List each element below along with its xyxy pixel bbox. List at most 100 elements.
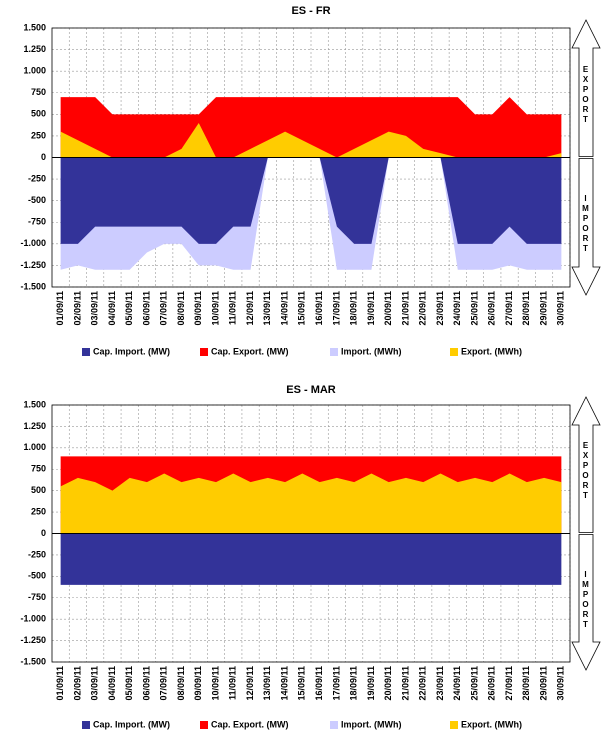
- x-tick-label: 10/09/11: [210, 291, 220, 326]
- y-tick-label: -1.000: [20, 614, 46, 624]
- x-tick-label: 27/09/11: [504, 291, 514, 326]
- y-tick-label: -250: [28, 549, 46, 559]
- legend-label: Cap. Export. (MW): [211, 346, 289, 356]
- y-tick-label: 1.250: [23, 44, 46, 54]
- x-tick-label: 30/09/11: [556, 291, 566, 326]
- x-tick-label: 13/09/11: [262, 291, 272, 326]
- x-tick-label: 01/09/11: [55, 291, 65, 326]
- legend-swatch: [82, 348, 90, 356]
- legend-label: Export. (MWh): [461, 346, 522, 356]
- x-tick-label: 07/09/11: [159, 666, 169, 701]
- legend-swatch: [330, 721, 338, 729]
- area: [60, 157, 562, 244]
- x-tick-label: 06/09/11: [141, 291, 151, 326]
- y-tick-label: -1.500: [20, 656, 46, 666]
- x-tick-label: 17/09/11: [331, 666, 341, 701]
- x-tick-label: 03/09/11: [90, 291, 100, 326]
- x-tick-label: 05/09/11: [124, 666, 134, 701]
- import-arrow: [571, 158, 601, 296]
- x-tick-label: 07/09/11: [159, 291, 169, 326]
- y-tick-label: 1.500: [23, 22, 46, 32]
- x-tick-label: 11/09/11: [228, 291, 238, 325]
- legend-swatch: [82, 721, 90, 729]
- x-tick-label: 19/09/11: [366, 291, 376, 326]
- legend-label: Cap. Export. (MW): [211, 719, 289, 729]
- x-tick-label: 03/09/11: [90, 666, 100, 701]
- chart-title: ES - MAR: [286, 384, 336, 396]
- x-tick-label: 19/09/11: [366, 666, 376, 701]
- legend-swatch: [330, 348, 338, 356]
- x-tick-label: 18/09/11: [349, 291, 359, 326]
- y-tick-label: -500: [28, 571, 46, 581]
- x-tick-label: 06/09/11: [141, 666, 151, 701]
- y-tick-label: 250: [31, 506, 46, 516]
- x-tick-label: 29/09/11: [538, 666, 548, 701]
- x-tick-label: 10/09/11: [210, 666, 220, 701]
- x-tick-label: 21/09/11: [400, 291, 410, 326]
- x-tick-label: 25/09/11: [469, 291, 479, 326]
- x-tick-label: 26/09/11: [487, 291, 497, 326]
- y-tick-label: -750: [28, 592, 46, 602]
- x-tick-label: 23/09/11: [435, 666, 445, 701]
- x-tick-label: 04/09/11: [107, 666, 117, 701]
- x-tick-label: 23/09/11: [435, 291, 445, 326]
- x-tick-label: 14/09/11: [279, 291, 289, 326]
- x-tick-label: 12/09/11: [245, 291, 255, 326]
- x-tick-label: 08/09/11: [176, 666, 186, 701]
- x-tick-label: 30/09/11: [556, 666, 566, 701]
- export-arrow: [571, 19, 601, 157]
- x-tick-label: 09/09/11: [193, 291, 203, 326]
- x-tick-label: 25/09/11: [469, 666, 479, 701]
- x-tick-label: 18/09/11: [349, 666, 359, 701]
- chart-title: ES - FR: [291, 5, 330, 17]
- x-tick-label: 22/09/11: [418, 291, 428, 326]
- legend-label: Import. (MWh): [341, 346, 401, 356]
- legend-swatch: [200, 348, 208, 356]
- x-tick-label: 01/09/11: [55, 666, 65, 701]
- y-tick-label: -1.250: [20, 260, 46, 270]
- area: [60, 97, 562, 158]
- y-tick-label: -1.000: [20, 238, 46, 248]
- y-tick-label: 1.000: [23, 66, 46, 76]
- legend-label: Cap. Import. (MW): [93, 346, 170, 356]
- x-tick-label: 13/09/11: [262, 666, 272, 701]
- area: [60, 533, 562, 585]
- x-tick-label: 16/09/11: [314, 666, 324, 701]
- x-tick-label: 15/09/11: [297, 291, 307, 326]
- x-tick-label: 12/09/11: [245, 666, 255, 701]
- x-tick-label: 20/09/11: [383, 291, 393, 326]
- x-tick-label: 04/09/11: [107, 291, 117, 326]
- x-tick-label: 26/09/11: [487, 666, 497, 701]
- x-tick-label: 17/09/11: [331, 291, 341, 326]
- legend-swatch: [450, 348, 458, 356]
- y-tick-label: 1.250: [23, 421, 46, 431]
- x-tick-label: 22/09/11: [418, 666, 428, 701]
- x-tick-label: 14/09/11: [279, 666, 289, 701]
- x-tick-label: 24/09/11: [452, 291, 462, 326]
- y-tick-label: -750: [28, 217, 46, 227]
- y-tick-label: -250: [28, 173, 46, 183]
- y-tick-label: 0: [41, 528, 46, 538]
- x-tick-label: 11/09/11: [228, 666, 238, 700]
- legend-label: Cap. Import. (MW): [93, 719, 170, 729]
- x-tick-label: 02/09/11: [72, 291, 82, 326]
- y-tick-label: 500: [31, 109, 46, 119]
- y-tick-label: 250: [31, 130, 46, 140]
- legend-label: Export. (MWh): [461, 719, 522, 729]
- x-tick-label: 28/09/11: [521, 291, 531, 326]
- legend-swatch: [200, 721, 208, 729]
- area: [60, 122, 562, 158]
- legend-swatch: [450, 721, 458, 729]
- x-tick-label: 09/09/11: [193, 666, 203, 701]
- y-tick-label: 500: [31, 485, 46, 495]
- import-arrow: [571, 534, 601, 671]
- side-label: EXPORT: [581, 64, 590, 125]
- side-label: IMPORT: [581, 194, 590, 255]
- x-tick-label: 28/09/11: [521, 666, 531, 701]
- y-tick-label: -500: [28, 195, 46, 205]
- side-label: IMPORT: [581, 569, 590, 630]
- export-arrow: [571, 396, 601, 533]
- y-tick-label: 750: [31, 464, 46, 474]
- x-tick-label: 16/09/11: [314, 291, 324, 326]
